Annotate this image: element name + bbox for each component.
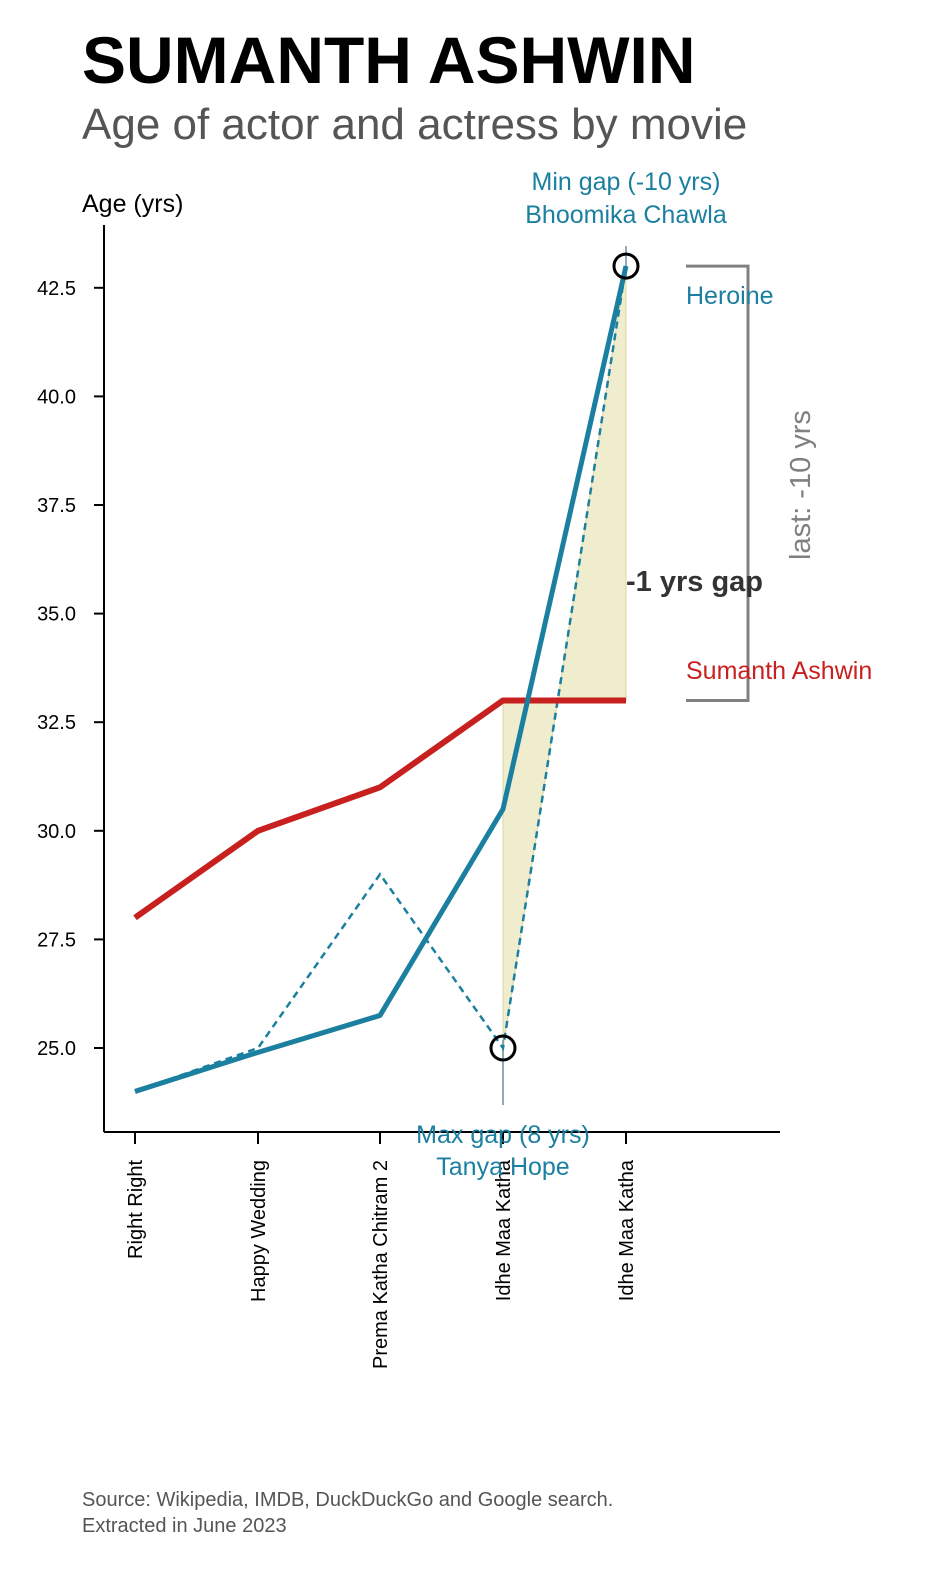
y-tick-label: 40.0 <box>37 386 76 408</box>
max-gap-name: Tanya Hope <box>436 1153 569 1181</box>
x-tick-label: Happy Wedding <box>248 1160 270 1302</box>
max-gap-marker <box>489 1034 517 1062</box>
gap-label: -1 yrs gap <box>626 566 763 598</box>
x-tick-label: Prema Katha Chitram 2 <box>370 1160 392 1369</box>
source-line-2: Extracted in June 2023 <box>82 1515 287 1537</box>
min-gap-name: Bhoomika Chawla <box>525 201 727 229</box>
y-axis-label: Age (yrs) <box>82 190 183 218</box>
y-tick-label: 35.0 <box>37 604 76 626</box>
y-tick-label: 42.5 <box>37 278 76 300</box>
heroine-dashed-line <box>134 265 628 1093</box>
x-tick-label: Right Right <box>125 1160 147 1259</box>
x-tick-label: Idhe Maa Katha <box>493 1159 515 1301</box>
y-tick-label: 30.0 <box>37 821 76 843</box>
y-tick-label: 32.5 <box>37 712 76 734</box>
heroine-line <box>134 265 629 1094</box>
heroine-end-label: Heroine <box>686 282 774 310</box>
source-line-1: Source: Wikipedia, IMDB, DuckDuckGo and … <box>82 1489 614 1511</box>
y-tick-label: 27.5 <box>37 929 76 951</box>
chart-title: SUMANTH ASHWIN <box>82 23 696 97</box>
y-tick-label: 37.5 <box>37 495 76 517</box>
gap-bracket <box>686 264 750 702</box>
max-gap-label: Max gap (8 yrs) <box>416 1121 590 1149</box>
last-gap-label: last: -10 yrs <box>785 410 817 560</box>
chart-subtitle: Age of actor and actress by movie <box>82 100 748 149</box>
y-tick-label: 25.0 <box>37 1038 76 1060</box>
actor-end-label: Sumanth Ashwin <box>686 657 872 685</box>
x-tick-label: Idhe Maa Katha <box>616 1159 638 1301</box>
min-gap-label: Min gap (-10 yrs) <box>532 168 721 196</box>
source-note: Source: Wikipedia, IMDB, DuckDuckGo and … <box>82 1487 613 1539</box>
min-gap-marker <box>612 252 640 280</box>
